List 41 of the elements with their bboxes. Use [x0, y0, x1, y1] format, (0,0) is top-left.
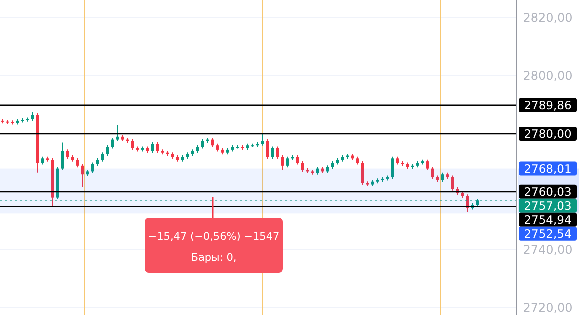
candlestick — [66, 149, 69, 160]
candlestick — [211, 138, 214, 148]
candlestick — [101, 152, 104, 162]
candlestick — [426, 159, 429, 172]
ref-line-label: 2780,00 — [524, 127, 572, 142]
candlestick — [431, 166, 434, 180]
ref-line-label: 2789,86 — [524, 98, 572, 112]
y-tick-label: 2740,00 — [523, 243, 573, 258]
ref-line-label: 2760,03 — [524, 184, 572, 199]
candlestick — [281, 154, 284, 171]
candlestick — [271, 146, 274, 160]
y-tick-label: 2820,00 — [523, 11, 573, 26]
candlestick — [296, 154, 299, 166]
candlestick — [441, 172, 444, 183]
candlestick — [76, 158, 79, 168]
candlestick — [61, 142, 64, 172]
text: 2768,01 — [524, 162, 572, 176]
candlestick — [266, 139, 269, 160]
candlestick — [116, 124, 119, 142]
candlestick — [156, 142, 159, 154]
candlestick — [106, 144, 109, 157]
candlestick — [81, 164, 84, 188]
y-tick-label: 2800,00 — [523, 69, 573, 84]
annotation: Бары: 0, — [191, 252, 237, 264]
candlestick — [91, 162, 94, 174]
candlestick — [286, 156, 289, 168]
candlestick — [111, 138, 114, 150]
candlestick — [151, 142, 154, 154]
candlestick — [301, 160, 304, 173]
candlestick — [451, 175, 454, 192]
text: 2752,54 — [524, 226, 572, 241]
candlestick — [391, 156, 394, 180]
ref-line-label: 2754,94 — [524, 212, 572, 227]
annotation: −15,47 (−0,56%) −1547 — [148, 231, 280, 243]
candlestick — [201, 139, 204, 150]
ref-line-label: 2757,03 — [524, 198, 572, 213]
candlestick — [361, 160, 364, 186]
candlestick — [31, 111, 34, 122]
y-tick-label: 2720,00 — [523, 301, 573, 315]
candlestick — [131, 139, 134, 151]
candlestick — [276, 146, 279, 160]
